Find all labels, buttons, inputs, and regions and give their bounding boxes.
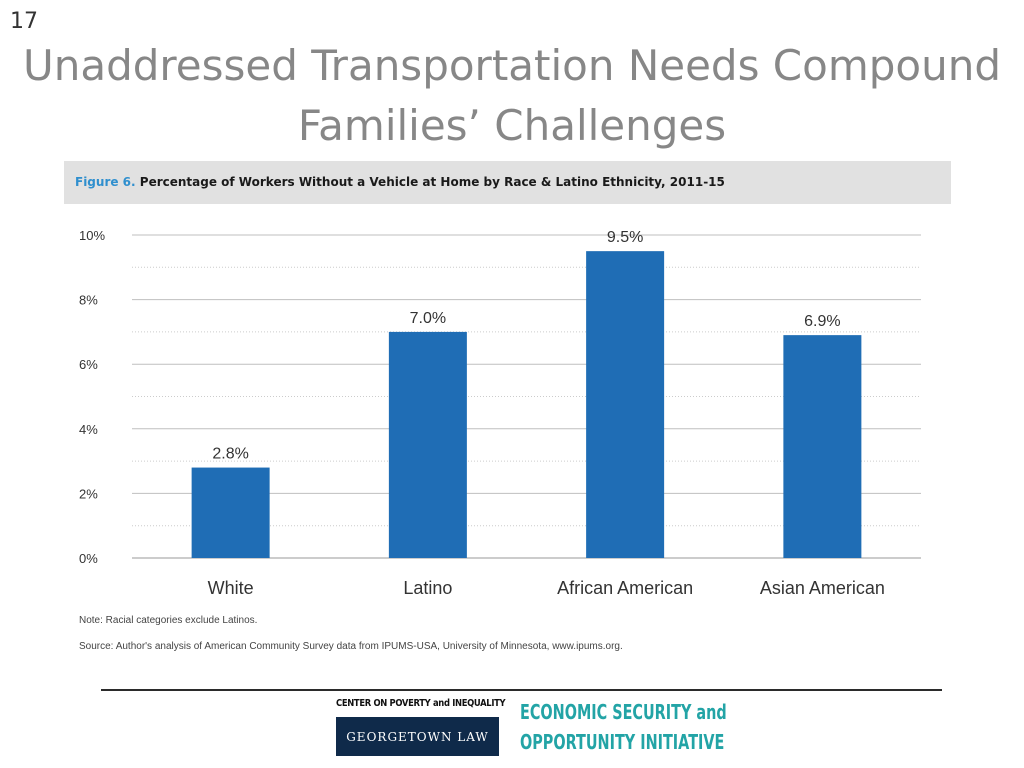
x-category-label: African American xyxy=(557,578,693,598)
slide-title: Unaddressed Transportation Needs Compoun… xyxy=(0,36,1024,156)
bar xyxy=(191,467,270,558)
georgetown-law-logo: GEORGETOWN LAW xyxy=(336,717,499,756)
esoi-logo-line-1: ECONOMIC SECURITY and xyxy=(520,700,727,724)
slide-title-line-1: Unaddressed Transportation Needs Compoun… xyxy=(22,41,1002,90)
data-label: 7.0% xyxy=(410,310,446,327)
y-tick-label: 8% xyxy=(79,293,98,308)
slide-number: 17 xyxy=(10,9,38,34)
bar xyxy=(388,331,467,558)
data-label: 9.5% xyxy=(607,229,643,246)
y-tick-label: 6% xyxy=(79,357,98,372)
x-category-label: White xyxy=(208,578,254,598)
bar xyxy=(586,251,665,558)
x-category-label: Latino xyxy=(403,578,452,598)
georgetown-law-text: GEORGETOWN LAW xyxy=(346,729,489,744)
figure-caption: Figure 6. Percentage of Workers Without … xyxy=(75,175,725,189)
cpi-logo-text: CENTER ON POVERTY and INEQUALITY xyxy=(336,698,506,709)
chart-source: Source: Author's analysis of American Co… xyxy=(79,641,623,652)
x-category-label: Asian American xyxy=(760,578,885,598)
footer-divider xyxy=(101,689,942,691)
y-tick-label: 0% xyxy=(79,551,98,566)
y-tick-label: 2% xyxy=(79,486,98,501)
y-tick-label: 4% xyxy=(79,422,98,437)
data-label: 2.8% xyxy=(212,446,248,463)
figure-title: Percentage of Workers Without a Vehicle … xyxy=(139,175,725,189)
esoi-logo-line-2: OPPORTUNITY INITIATIVE xyxy=(520,730,725,754)
y-tick-label: 10% xyxy=(79,228,105,243)
bar xyxy=(783,335,862,558)
figure-label: Figure 6. xyxy=(75,175,136,189)
slide-title-line-2: Families’ Challenges xyxy=(297,101,727,150)
data-label: 6.9% xyxy=(804,313,840,330)
figure-header: Figure 6. Percentage of Workers Without … xyxy=(64,161,951,204)
chart-note: Note: Racial categories exclude Latinos. xyxy=(79,615,258,626)
